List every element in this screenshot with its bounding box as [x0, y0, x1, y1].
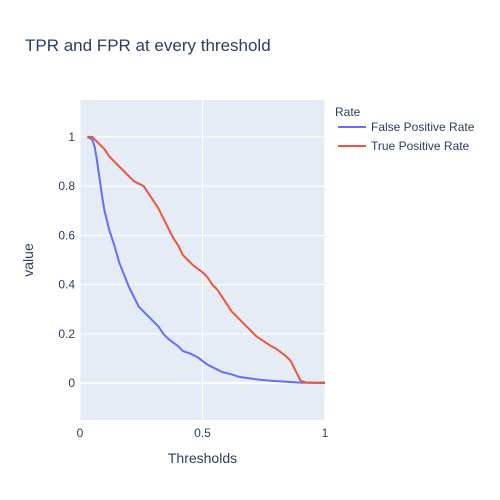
x-tick-label: 0: [77, 426, 84, 440]
y-tick-label: 0.2: [58, 327, 75, 341]
legend[interactable]: Rate False Positive Rate True Positive Ra…: [335, 105, 475, 153]
y-tick-label: 0.6: [58, 228, 75, 242]
x-gridlines: [79, 100, 326, 420]
x-tick-labels: 0 0.5 1: [77, 426, 329, 440]
x-tick-label: 1: [322, 426, 329, 440]
y-tick-label: 0: [68, 376, 75, 390]
legend-label: False Positive Rate: [371, 120, 475, 134]
y-tick-labels: 0 0.2 0.4 0.6 0.8 1: [58, 130, 75, 390]
series-line-fpr[interactable]: [86, 136, 326, 385]
x-axis-title: Thresholds: [168, 450, 237, 466]
y-tick-label: 1: [68, 130, 75, 144]
legend-item[interactable]: True Positive Rate: [338, 139, 470, 153]
legend-title: Rate: [335, 105, 361, 119]
series-line-tpr[interactable]: [87, 135, 325, 384]
series-lines: [86, 135, 326, 385]
legend-label: True Positive Rate: [371, 139, 470, 153]
legend-item[interactable]: False Positive Rate: [338, 120, 475, 134]
y-axis-title: value: [20, 243, 36, 277]
y-tick-label: 0.4: [58, 278, 75, 292]
y-gridlines: [80, 136, 325, 385]
y-tick-label: 0.8: [58, 179, 75, 193]
x-tick-label: 0.5: [194, 426, 211, 440]
chart-title: TPR and FPR at every threshold: [25, 36, 271, 55]
